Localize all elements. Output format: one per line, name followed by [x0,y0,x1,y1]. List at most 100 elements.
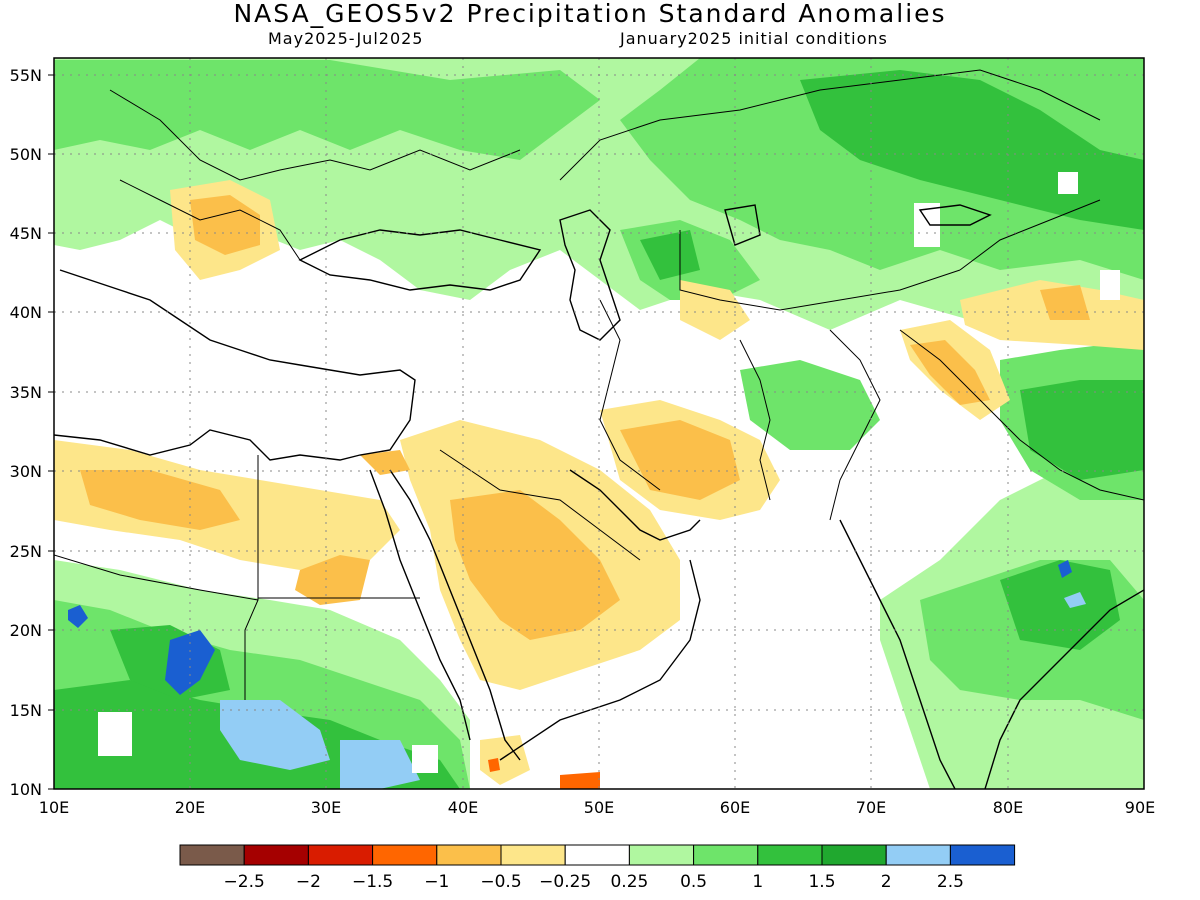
china-border [959,199,1101,271]
mediterranean-coast [54,269,416,461]
lake-balkhash [918,204,992,226]
strong-wet-tibet [1020,380,1144,480]
colorbar-label: 1 [752,872,763,892]
no-anomaly-patch [412,745,438,773]
lat-label: 35N [10,383,42,402]
saudi-border [439,449,641,561]
strong-wet-bengal [1000,560,1120,650]
colorbar-swatch [307,844,374,866]
europe-borders [109,89,521,181]
pakistan-border [829,329,881,521]
no-anomaly-patch [1058,172,1078,194]
initial-conditions: January2025 initial conditions [620,29,888,48]
black-sea [298,229,542,291]
lat-label: 55N [10,66,42,85]
colorbar-swatch [821,844,887,866]
colorbar-swatch [436,844,502,866]
dry-region-levant [360,450,410,475]
colorbar-label: −1.5 [352,872,393,892]
lon-label: 90E [1125,798,1155,817]
dry-region-afghanistan [680,280,750,340]
forecast-period: May2025-Jul2025 [268,29,424,48]
chart-title: NASA_GEOS5v2 Precipitation Standard Anom… [233,0,947,28]
colorbar-swatch [500,844,566,866]
very-wet-bengal-spot [1058,560,1072,578]
dry-region-arabia-core [450,490,620,640]
wet-region-europe [54,60,600,160]
colorbar [179,844,1016,866]
central-asia-border [679,230,961,311]
wet-region-pakistan [740,360,880,450]
dry-region-xinjiang-core [1040,285,1090,320]
lon-label: 30E [311,798,341,817]
colorbar-swatch [564,844,630,866]
latitude-axis: 55N 50N 45N 40N 35N 30N 25N 20N 15N 10N [10,66,42,799]
colorbar-swatch [243,844,309,866]
dry-region-karakoram-core [910,340,990,405]
arabia-south [499,559,701,761]
country-borders [54,69,1144,700]
lon-label: 60E [720,798,750,817]
persian-gulf [569,469,701,541]
colorbar-label: −2.5 [224,872,265,892]
lon-label: 10E [39,798,69,817]
colorbar-label: −1 [424,872,449,892]
dry-region-libya-core [80,470,240,530]
no-anomaly-patch [98,712,132,756]
lon-label: 40E [448,798,478,817]
very-wet-bengal-lightblue [1064,592,1086,608]
colorbar-swatch [757,844,823,866]
india-east-coast [984,589,1144,789]
colorbar-swatch [885,844,951,866]
map-frame [53,57,1145,790]
colorbar-label: 2.5 [937,872,964,892]
iran-east-border [739,339,771,501]
lon-label: 50E [584,798,614,817]
lat-label: 10N [10,780,42,799]
no-anomaly-patch [1100,270,1120,300]
kazakhstan-border [559,69,1101,181]
very-wet-libya-spot [68,605,88,628]
strong-wet-aral [640,230,700,280]
dry-region-iran-core [620,420,740,500]
colorbar-swatch [693,844,759,866]
red-sea [389,469,521,761]
anomaly-fields [54,58,1144,789]
colorbar-label: 1.5 [808,872,835,892]
colorbar-swatch [372,844,438,866]
lon-label: 20E [175,798,205,817]
colorbar-swatch [628,844,695,866]
lat-label: 25N [10,542,42,561]
chad-sudan-border [54,554,259,601]
dry-region-egypt-core [295,555,370,605]
dry-region-red-sea [488,758,500,772]
colorbar-swatch [949,844,1016,866]
dry-region-balkans-core [190,195,260,255]
colorbar-swatch [179,844,245,866]
dry-region-somalia [560,772,600,789]
lon-label: 80E [993,798,1023,817]
red-sea-west [369,469,471,741]
lat-label: 40N [10,303,42,322]
europe-borders-2 [119,179,301,261]
lat-label: 50N [10,145,42,164]
iran-border [599,299,661,491]
very-wet-ethiopia [340,740,420,789]
colorbar-label: 0.5 [680,872,707,892]
lat-label: 15N [10,701,42,720]
lat-tick-marks [48,74,54,790]
aral-sea [724,204,761,246]
lat-label: 20N [10,621,42,640]
lat-label: 30N [10,462,42,481]
very-wet-sudan-core [220,700,330,770]
colorbar-labels: −2.5 −2 −1.5 −1 −0.5 −0.25 0.25 0.5 1 1.5 2 2.5 [224,872,964,892]
colorbar-label: 0.25 [610,872,648,892]
lon-label: 70E [856,798,886,817]
lat-label: 45N [10,224,42,243]
himalaya-border [899,329,1144,501]
colorbar-label: −2 [296,872,321,892]
colorbar-label: −0.5 [480,872,521,892]
caspian-sea [559,209,621,341]
india-coast [839,519,956,789]
